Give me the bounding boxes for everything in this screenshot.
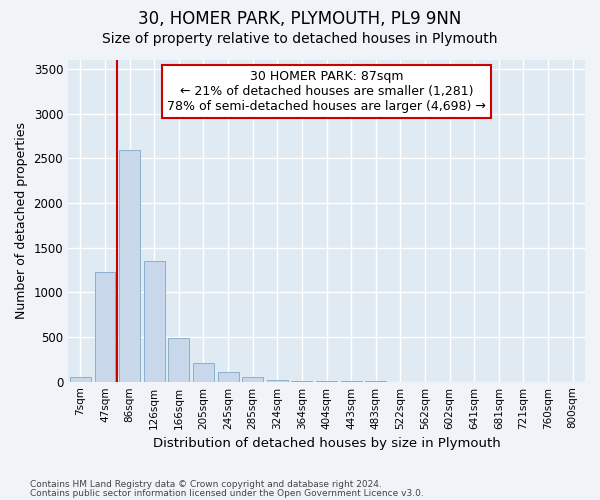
Y-axis label: Number of detached properties: Number of detached properties [15,122,28,320]
Bar [267,380,288,382]
Text: 30, HOMER PARK, PLYMOUTH, PL9 9NN: 30, HOMER PARK, PLYMOUTH, PL9 9NN [139,10,461,28]
Bar [316,381,337,382]
Bar [242,377,263,382]
Text: 30 HOMER PARK: 87sqm  
← 21% of detached houses are smaller (1,281)
78% of semi-: 30 HOMER PARK: 87sqm ← 21% of detached h… [167,70,486,112]
Bar [218,372,239,382]
Bar [70,377,91,382]
Bar [193,364,214,382]
Bar [169,338,189,382]
Text: Contains HM Land Registry data © Crown copyright and database right 2024.: Contains HM Land Registry data © Crown c… [30,480,382,489]
X-axis label: Distribution of detached houses by size in Plymouth: Distribution of detached houses by size … [152,437,500,450]
Text: Size of property relative to detached houses in Plymouth: Size of property relative to detached ho… [102,32,498,46]
Bar [292,381,313,382]
Bar [144,261,164,382]
Bar [119,150,140,382]
Text: Contains public sector information licensed under the Open Government Licence v3: Contains public sector information licen… [30,489,424,498]
Bar [95,272,115,382]
